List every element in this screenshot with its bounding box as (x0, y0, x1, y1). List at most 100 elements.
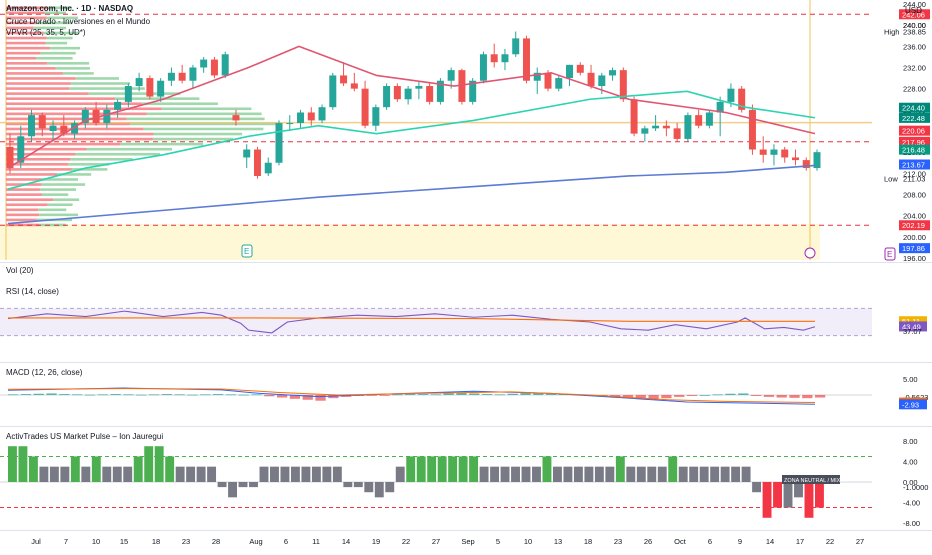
pulse-bar (647, 466, 657, 482)
x-tick-label: 10 (92, 537, 100, 546)
pulse-bar (657, 466, 667, 482)
price-label-bg (899, 220, 930, 231)
candle-body (275, 123, 283, 163)
price-tick-label: 244.00 (903, 0, 926, 9)
candle-body (533, 72, 541, 81)
price-label: 202.19 (902, 221, 925, 230)
price-label: 240.00 (903, 21, 926, 30)
low-annotation: Low (884, 174, 898, 183)
volume-profile-down-bar (6, 11, 45, 15)
candle-body (103, 109, 111, 124)
volume-profile-down-bar (6, 36, 47, 40)
pulse-bar (773, 482, 782, 508)
macd-histogram-bar (251, 394, 262, 396)
x-tick-label: 27 (856, 537, 864, 546)
volume-profile-down-bar (6, 122, 131, 126)
volume-profile-up-bar (152, 137, 234, 141)
candle-body (318, 107, 326, 121)
candle-body (587, 72, 595, 87)
pulse-bar (720, 466, 730, 482)
x-tick-label: 13 (554, 537, 562, 546)
volume-profile-down-bar (6, 213, 40, 217)
candle-body (232, 115, 240, 121)
pulse-bar (322, 466, 332, 482)
zone-label-bg (782, 475, 840, 484)
candle-body (652, 125, 660, 129)
macd-histogram-bar (136, 394, 147, 396)
x-tick-label: 6 (708, 537, 712, 546)
candle-body (307, 112, 315, 121)
volume-profile-up-bar (39, 188, 77, 191)
volume-profile-up-bar (47, 203, 73, 207)
volume-profile-down-bar (6, 163, 69, 166)
price-label-bg (899, 125, 930, 136)
volume-profile-up-bar (62, 72, 94, 75)
macd-histogram-bar (699, 395, 710, 396)
candle-body (28, 115, 36, 137)
candle-body (221, 54, 229, 76)
earnings-marker-future-label: E (887, 250, 892, 259)
macd-histogram-bar (46, 393, 57, 395)
volume-profile-up-bar (55, 67, 90, 70)
volume-profile-up-bar (42, 178, 78, 181)
pulse-bar (207, 466, 217, 482)
volume-profile-up-bar (40, 51, 76, 55)
volume-profile-down-bar (6, 147, 87, 151)
candle-body (350, 83, 358, 89)
volume-profile-down-bar (6, 87, 70, 90)
price-label: 216.48 (902, 146, 925, 155)
candle-body (124, 86, 132, 102)
pulse-bar (395, 466, 405, 482)
pulse-bar (374, 482, 384, 498)
volume-profile-up-bar (46, 36, 73, 40)
pulse-bar (49, 466, 59, 482)
x-tick-label: 28 (212, 537, 220, 546)
macd-histogram-bar (686, 395, 698, 396)
macd-histogram-bar (507, 393, 518, 395)
candle-body (479, 54, 487, 81)
volume-profile-up-bar (47, 6, 73, 10)
pulse-value-label: -8.00 (903, 519, 920, 528)
price-label: 197.86 (902, 244, 925, 253)
pulse-bar (542, 456, 552, 482)
price-tick-label: 200.00 (903, 233, 926, 242)
candle-body (759, 149, 767, 155)
macd-histogram-bar (750, 395, 762, 396)
volume-profile-down-bar (6, 107, 162, 111)
pulse-bar (605, 466, 615, 482)
pulse-bar (710, 466, 720, 482)
candle-body (404, 88, 412, 100)
x-tick-label: 15 (120, 537, 128, 546)
macd-histogram-bar (366, 395, 377, 396)
pulse-label: ActivTrades US Market Pulse – Ion Jaureg… (6, 432, 164, 441)
pulse-bar (731, 466, 741, 482)
x-tick-label: 17 (796, 537, 804, 546)
candle-body (329, 75, 337, 108)
rsi-value-label: 43.49 (902, 322, 921, 331)
pane-divider-4 (0, 530, 932, 531)
pane-divider-1 (0, 262, 932, 263)
candle-body (92, 109, 100, 124)
candle-body (791, 157, 799, 161)
pulse-bar (573, 466, 583, 482)
candle-body (802, 160, 810, 169)
candle-body (705, 112, 713, 126)
macd-histogram-bar (302, 395, 313, 400)
pulse-bar (290, 466, 300, 482)
volume-profile-up-bar (69, 87, 145, 90)
candle-body (6, 146, 14, 169)
pane-divider-3 (0, 426, 932, 427)
macd-histogram-bar (84, 394, 96, 396)
candle-body (372, 107, 380, 126)
pulse-bar (427, 456, 437, 482)
pulse-bar (123, 466, 133, 482)
volume-profile-up-bar (41, 183, 86, 186)
macd-line (7, 388, 816, 404)
macd-histogram-bar (661, 395, 672, 399)
dividend-marker (804, 247, 816, 259)
pulse-bar (102, 466, 112, 482)
price-pane-bg (0, 0, 820, 262)
volume-profile-down-bar (6, 77, 76, 80)
candle-body (383, 86, 391, 108)
volume-profile-down-bar (6, 208, 39, 212)
